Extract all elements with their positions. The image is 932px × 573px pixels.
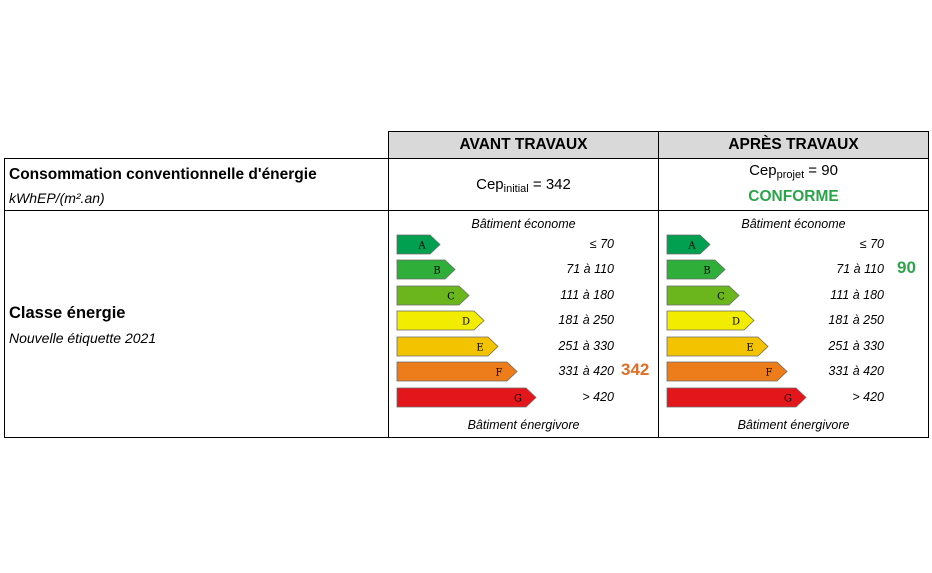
header-after: APRÈS TRAVAUX	[658, 131, 929, 159]
class-range: ≤ 70	[859, 237, 884, 251]
class-arrow-c: C	[666, 285, 741, 306]
class-letter: C	[717, 292, 725, 303]
class-subtitle: Nouvelle étiquette 2021	[9, 330, 157, 346]
consumption-label-cell: Consommation conventionnelle d'énergie k…	[4, 158, 389, 211]
class-range: 251 à 330	[558, 339, 614, 353]
class-letter: E	[746, 343, 753, 354]
class-arrow-b: B	[396, 259, 457, 280]
class-letter: F	[766, 368, 773, 379]
class-range: 251 à 330	[828, 339, 884, 353]
class-letter: D	[732, 317, 740, 328]
bottom-label-after: Bâtiment énergivore	[737, 418, 850, 432]
class-arrow-e: E	[666, 336, 770, 357]
class-label-cell: Classe énergie Nouvelle étiquette 2021	[4, 210, 389, 438]
bottom-label-before: Bâtiment énergivore	[467, 418, 580, 432]
class-letter: F	[496, 368, 503, 379]
class-letter: G	[514, 394, 522, 405]
class-range: 181 à 250	[828, 313, 884, 327]
class-arrow-c: C	[396, 285, 471, 306]
class-letter: C	[447, 292, 455, 303]
class-range: 331 à 420	[828, 364, 884, 378]
label-after-cell: Bâtiment économe Bâtiment énergivore A ≤ …	[658, 210, 929, 438]
class-arrow-d: D	[396, 310, 486, 331]
class-letter: D	[462, 317, 470, 328]
top-label-before: Bâtiment économe	[471, 217, 576, 231]
class-arrow-d: D	[666, 310, 756, 331]
class-range: > 420	[582, 390, 614, 404]
class-range: 111 à 180	[560, 288, 614, 302]
class-arrow-a: A	[396, 234, 442, 255]
cep-value-marker: 342	[621, 360, 650, 379]
class-arrow-a: A	[666, 234, 712, 255]
class-arrow-g: G	[666, 387, 808, 408]
class-range: 331 à 420	[558, 364, 614, 378]
class-arrow-f: F	[666, 361, 789, 382]
class-letter: B	[703, 266, 710, 277]
class-letter: A	[687, 241, 696, 252]
class-range: 111 à 180	[830, 288, 884, 302]
consumption-after-cell: Cepprojet = 90 CONFORME	[658, 158, 929, 211]
consumption-unit: kWhEP/(m².an)	[9, 190, 105, 206]
consumption-title: Consommation conventionnelle d'énergie	[9, 166, 317, 183]
class-letter: A	[417, 241, 426, 252]
top-label-after: Bâtiment économe	[741, 217, 846, 231]
conforme-status: CONFORME	[748, 188, 839, 205]
class-arrow-f: F	[396, 361, 519, 382]
class-range: 71 à 110	[566, 262, 614, 276]
label-before-cell: Bâtiment économe Bâtiment énergivore A ≤ …	[388, 210, 659, 438]
class-title: Classe énergie	[9, 304, 126, 322]
cep-value-marker: 90	[897, 258, 916, 277]
class-range: 71 à 110	[836, 262, 884, 276]
header-before: AVANT TRAVAUX	[388, 131, 659, 159]
class-letter: B	[433, 266, 440, 277]
class-arrow-e: E	[396, 336, 500, 357]
class-range: 181 à 250	[558, 313, 614, 327]
cep-initial: Cepinitial = 342	[476, 176, 571, 195]
class-letter: G	[784, 394, 792, 405]
class-range: ≤ 70	[589, 237, 614, 251]
consumption-before-cell: Cepinitial = 342	[388, 158, 659, 211]
energy-table: AVANT TRAVAUX APRÈS TRAVAUX Consommation…	[4, 131, 929, 438]
cep-projet: Cepprojet = 90	[749, 162, 838, 181]
class-range: > 420	[852, 390, 884, 404]
class-arrow-g: G	[396, 387, 538, 408]
class-letter: E	[476, 343, 483, 354]
class-arrow-b: B	[666, 259, 727, 280]
